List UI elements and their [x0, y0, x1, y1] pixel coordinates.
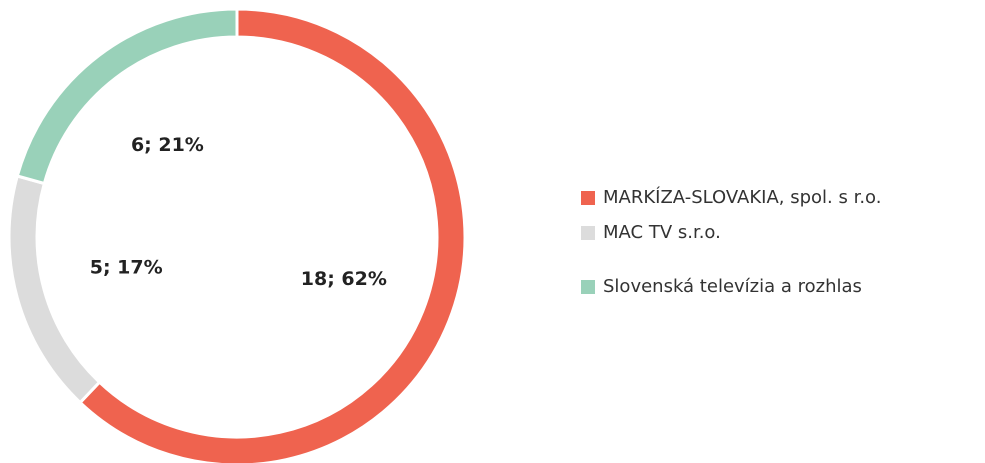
value-label: 5; 17%: [90, 256, 163, 278]
value-label: 6; 21%: [131, 134, 204, 156]
donut-slice: [78, 7, 467, 463]
legend-swatch: [581, 280, 595, 294]
donut-slice: [15, 7, 239, 186]
donut-slice: [7, 174, 102, 405]
legend-swatch: [581, 191, 595, 205]
legend-label: MAC TV s.r.o.: [603, 222, 721, 243]
legend-label: MARKÍZA-SLOVAKIA, spol. s r.o.: [603, 186, 881, 208]
legend-swatch: [581, 226, 595, 240]
legend-label: Slovenská televízia a rozhlas: [603, 276, 862, 297]
value-label: 18; 62%: [301, 268, 387, 290]
